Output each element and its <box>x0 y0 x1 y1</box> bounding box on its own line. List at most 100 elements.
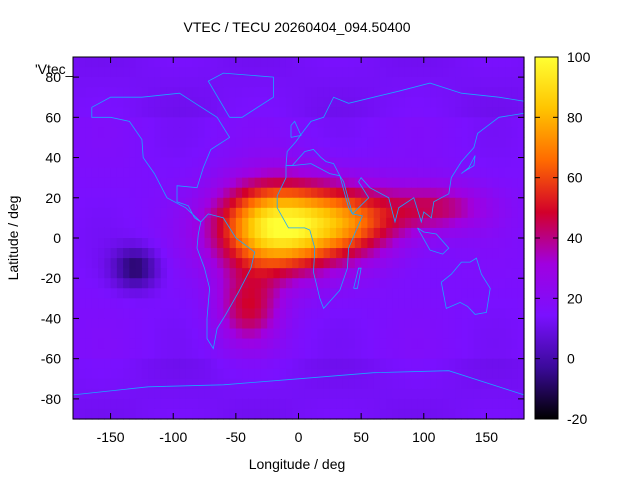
heatmap-cell <box>229 137 237 149</box>
coastline <box>207 72 274 118</box>
heatmap-cell <box>285 368 293 380</box>
heatmap-cell <box>311 258 318 269</box>
heatmap-cell <box>141 398 149 410</box>
heatmap-cell <box>192 348 199 360</box>
heatmap-cell <box>511 308 519 320</box>
heatmap-cell <box>198 238 206 249</box>
heatmap-cell <box>323 97 331 108</box>
heatmap-cell <box>279 248 287 259</box>
heatmap-cell <box>404 398 412 410</box>
heatmap-cell <box>148 127 156 139</box>
heatmap-cell <box>141 268 149 279</box>
heatmap-cell <box>392 358 400 370</box>
heatmap-cell <box>492 77 500 88</box>
heatmap-cell <box>442 137 450 149</box>
heatmap-cell <box>354 238 362 249</box>
heatmap-cell <box>123 157 130 169</box>
heatmap-cell <box>179 227 187 239</box>
heatmap-cell <box>498 117 506 128</box>
heatmap-cell <box>336 238 343 249</box>
heatmap-cell <box>192 117 199 128</box>
heatmap-cell <box>354 177 362 189</box>
heatmap-cell <box>317 278 325 289</box>
heatmap-cell <box>505 97 513 108</box>
heatmap-cell <box>254 147 262 159</box>
heatmap-cell <box>317 318 325 330</box>
heatmap-cell <box>448 57 456 68</box>
heatmap-cell <box>398 207 406 219</box>
heatmap-cell <box>317 248 325 259</box>
heatmap-cell <box>179 388 187 400</box>
heatmap-cell <box>517 308 525 320</box>
heatmap-cell <box>336 97 343 108</box>
heatmap-cell <box>323 157 331 169</box>
heatmap-cell <box>91 358 99 370</box>
heatmap-cell <box>267 57 275 68</box>
heatmap-cell <box>455 157 462 169</box>
heatmap-cell <box>473 238 481 249</box>
heatmap-cell <box>329 268 337 279</box>
heatmap-cell <box>323 107 331 118</box>
heatmap-cell <box>254 207 262 219</box>
heatmap-cell <box>455 217 462 229</box>
heatmap-cell <box>348 328 356 340</box>
heatmap-cell <box>129 167 137 179</box>
coastline <box>72 370 525 396</box>
heatmap-cell <box>367 398 375 410</box>
heatmap-cell <box>135 167 143 179</box>
heatmap-cell <box>123 67 130 78</box>
heatmap-cell <box>404 187 412 199</box>
heatmap-cell <box>154 368 162 380</box>
heatmap-cell <box>79 248 87 259</box>
heatmap-cell <box>123 318 130 330</box>
heatmap-cell <box>505 308 513 320</box>
heatmap-cell <box>311 207 318 219</box>
heatmap-cell <box>392 97 400 108</box>
heatmap-cell <box>279 388 287 400</box>
heatmap-cell <box>185 77 193 88</box>
heatmap-cell <box>455 147 462 159</box>
heatmap-cell <box>141 197 149 209</box>
heatmap-cell <box>473 177 481 189</box>
heatmap-cell <box>260 117 268 128</box>
heatmap-cell <box>461 157 469 169</box>
heatmap-cell <box>442 107 450 118</box>
heatmap-cell <box>173 167 181 179</box>
heatmap-cell <box>229 248 237 259</box>
heatmap-cell <box>392 328 400 340</box>
y-tick-label: -20 <box>41 270 61 286</box>
heatmap-cell <box>148 238 156 249</box>
heatmap-cell <box>486 308 494 320</box>
heatmap-cell <box>123 238 130 249</box>
heatmap-cell <box>116 137 124 149</box>
heatmap-cell <box>404 338 412 350</box>
heatmap-cell <box>348 278 356 289</box>
heatmap-cell <box>91 197 99 209</box>
heatmap-cell <box>492 137 500 149</box>
heatmap-cell <box>398 288 406 299</box>
heatmap-cell <box>461 298 469 309</box>
heatmap-cell <box>379 97 387 108</box>
heatmap-cell <box>455 57 462 68</box>
heatmap-cell <box>135 238 143 249</box>
heatmap-cell <box>254 258 262 269</box>
heatmap-cell <box>279 197 287 209</box>
heatmap-cell <box>141 147 149 159</box>
heatmap-cell <box>148 278 156 289</box>
heatmap-cell <box>98 147 105 159</box>
heatmap-cell <box>279 167 287 179</box>
heatmap-cell <box>198 268 206 279</box>
heatmap-cell <box>204 398 212 410</box>
heatmap-cell <box>379 378 387 390</box>
heatmap-cell <box>166 278 174 289</box>
heatmap-cell <box>417 248 425 259</box>
heatmap-cell <box>336 308 343 320</box>
heatmap-cell <box>235 328 243 340</box>
heatmap-cell <box>442 338 450 350</box>
heatmap-cell <box>260 338 268 350</box>
heatmap-cell <box>304 378 312 390</box>
colorbar-tick-label: 80 <box>567 109 583 125</box>
heatmap-cell <box>141 388 149 400</box>
heatmap-cell <box>198 107 206 118</box>
heatmap-cell <box>104 328 112 340</box>
